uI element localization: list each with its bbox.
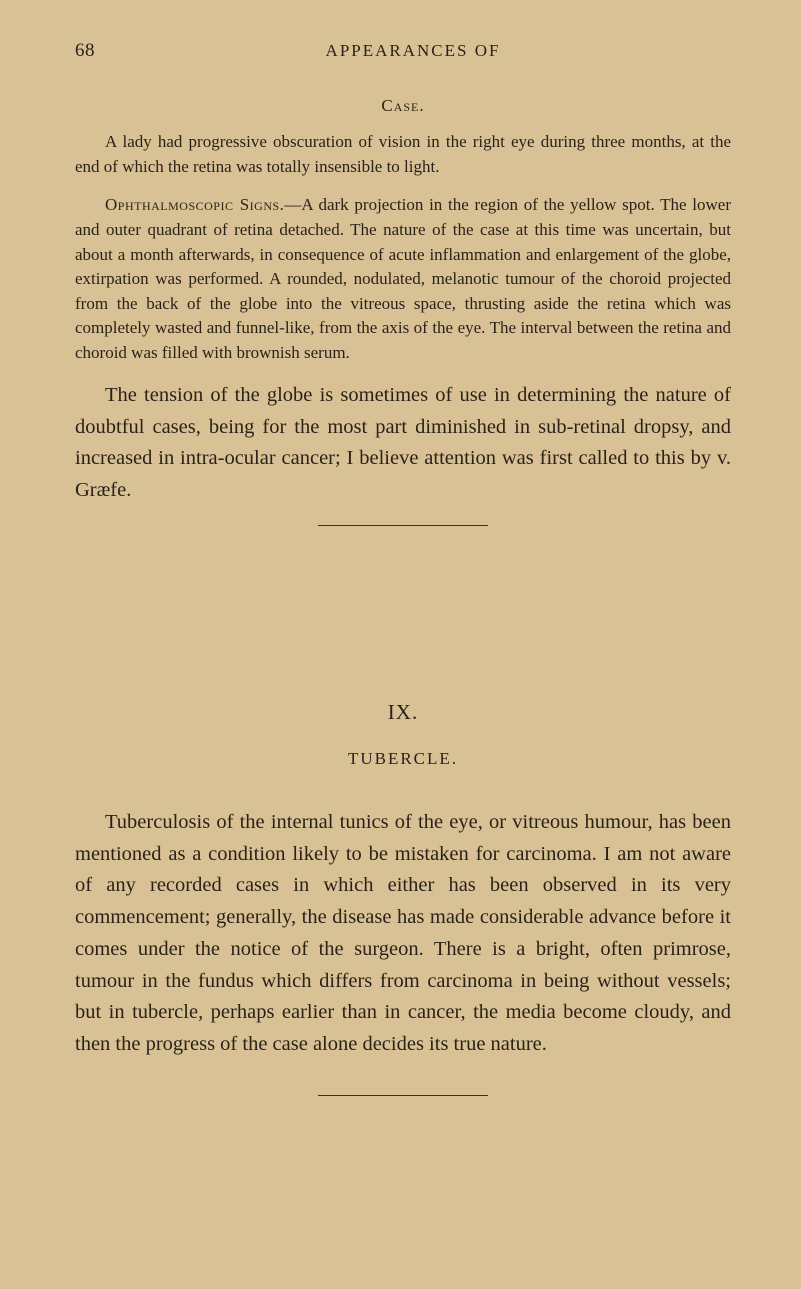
body-paragraph: The tension of the globe is sometimes of… bbox=[75, 380, 731, 507]
page-number: 68 bbox=[75, 40, 95, 62]
section-gap bbox=[75, 525, 731, 620]
tubercle-paragraph: Tuberculosis of the internal tunics of t… bbox=[75, 807, 731, 1061]
divider-rule bbox=[318, 525, 488, 526]
signs-body: —A dark projection in the region of the … bbox=[75, 195, 731, 362]
section-title: TUBERCLE. bbox=[75, 749, 731, 769]
case-heading: Case. bbox=[75, 96, 731, 116]
signs-paragraph: Ophthalmoscopic Signs.—A dark projection… bbox=[75, 193, 731, 365]
running-head: APPEARANCES OF bbox=[95, 41, 731, 61]
bottom-divider-rule bbox=[318, 1095, 488, 1096]
section-number: IX. bbox=[75, 700, 731, 725]
case-intro-paragraph: A lady had progressive obscuration of vi… bbox=[75, 130, 731, 179]
header-line: 68 APPEARANCES OF bbox=[75, 40, 731, 62]
signs-lead: Ophthalmoscopic Signs. bbox=[105, 195, 284, 214]
